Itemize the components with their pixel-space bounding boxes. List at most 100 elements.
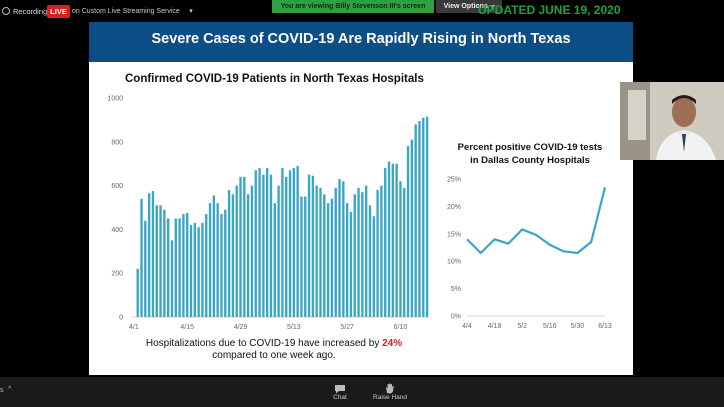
- bar: [250, 185, 254, 317]
- bar: [170, 240, 174, 317]
- toolbar-chevron-up-icon[interactable]: ^: [8, 386, 12, 393]
- bar: [186, 212, 189, 317]
- bar: [391, 163, 395, 317]
- bar-y-tick-label: 600: [111, 183, 123, 190]
- bar: [357, 187, 360, 317]
- bar: [361, 192, 364, 317]
- slide-header: [89, 22, 633, 62]
- bar: [201, 222, 204, 317]
- bar-y-tick-label: 800: [111, 139, 123, 146]
- line-y-tick-label: 25%: [447, 177, 461, 184]
- participant-video-thumbnail[interactable]: [620, 82, 724, 160]
- bar: [304, 196, 307, 317]
- slide-title: Severe Cases of COVID-19 Are Rapidly Ris…: [151, 31, 571, 47]
- bar: [353, 194, 356, 317]
- line-y-tick-label: 15%: [447, 231, 461, 238]
- bar: [144, 220, 147, 317]
- bar-y-tick-label: 0: [119, 315, 123, 322]
- bar: [410, 139, 414, 317]
- chat-label: Chat: [333, 393, 347, 401]
- updated-date-text: UPDATED JUNE 19, 2020: [478, 3, 621, 17]
- caption-highlight: 24%: [382, 338, 403, 349]
- bar: [182, 214, 185, 317]
- bar: [243, 176, 246, 317]
- view-options-chevron-down-icon: ▾: [490, 3, 495, 11]
- bar: [326, 203, 330, 317]
- bar-x-tick-label: 4/15: [180, 324, 194, 330]
- bar: [300, 196, 303, 317]
- bar: [235, 185, 238, 317]
- raise-hand-label: Raise Hand: [373, 394, 407, 401]
- line-x-tick-label: 5/30: [571, 323, 585, 330]
- line-x-tick-label: 4/4: [462, 323, 472, 330]
- percent-positive-series-line: [466, 186, 607, 255]
- bar: [311, 175, 315, 317]
- bar: [151, 191, 155, 317]
- shared-slide: Severe Cases of COVID-19 Are Rapidly Ris…: [89, 22, 633, 375]
- bar: [197, 227, 200, 317]
- chat-button[interactable]: Chat: [326, 377, 354, 407]
- bar: [315, 185, 318, 317]
- bar: [307, 174, 311, 317]
- bar: [140, 198, 143, 317]
- meeting-toolbar: Chat Raise Hand: [0, 377, 724, 407]
- slide-caption-line2: compared to one week ago.: [212, 350, 336, 361]
- bar: [342, 181, 345, 317]
- bar: [262, 174, 265, 317]
- hospital-patients-bar-chart: 0 200 400 600 800 1000 4/1 4/15 4/29 5/13 5/27 6/10: [107, 96, 429, 330]
- view-options-label: View Options: [443, 3, 488, 10]
- stream-service-label: on Custom Live Streaming Service: [72, 8, 180, 15]
- bar: [323, 194, 326, 317]
- bar: [136, 268, 139, 317]
- recording-label: Recording: [13, 6, 48, 16]
- bar: [349, 211, 353, 317]
- bar: [273, 203, 276, 317]
- bar: [364, 185, 368, 317]
- left-chart-title: Confirmed COVID-19 Patients in North Tex…: [125, 73, 424, 85]
- bar-x-tick-label: 6/10: [394, 324, 408, 330]
- bar: [292, 168, 296, 317]
- bar: [334, 187, 337, 317]
- bar: [269, 174, 273, 317]
- slide-caption-line1: Hospitalizations due to COVID-19 have in…: [129, 338, 419, 349]
- bar: [319, 187, 322, 317]
- toolbar-left-fragment[interactable]: s: [0, 387, 4, 394]
- bar: [422, 117, 425, 318]
- bar: [231, 194, 235, 317]
- bar: [220, 214, 223, 317]
- bar-x-tick-label: 4/29: [234, 324, 248, 330]
- bar: [208, 203, 212, 317]
- bar: [205, 214, 208, 317]
- bar-x-tick-label: 5/27: [340, 324, 354, 330]
- line-y-tick-label: 10%: [447, 259, 461, 266]
- bar-y-tick-label: 200: [111, 271, 123, 278]
- bar: [258, 168, 261, 317]
- right-chart-title-line2: in Dallas County Hospitals: [470, 155, 590, 166]
- stream-dropdown-chevron-down-icon[interactable]: ▾: [189, 8, 193, 15]
- bar: [239, 176, 242, 317]
- bar: [246, 194, 250, 317]
- bar-x-tick-label: 4/1: [129, 324, 139, 330]
- raise-hand-button[interactable]: Raise Hand: [368, 377, 412, 407]
- bar: [403, 187, 406, 317]
- live-badge[interactable]: LIVE: [47, 5, 70, 18]
- raise-hand-icon: [386, 383, 394, 394]
- percent-positive-line-chart: 0% 5% 10% 15% 20% 25% 4/4 4/18 5/2 5/16 5/30 6/13: [447, 177, 612, 331]
- line-y-tick-label: 0%: [451, 314, 461, 321]
- bar: [414, 124, 417, 317]
- bar: [418, 120, 421, 318]
- bar: [380, 185, 383, 317]
- bar: [265, 168, 269, 317]
- right-chart-title-line1: Percent positive COVID-19 tests: [457, 142, 603, 153]
- bar-y-tick-label: 1000: [107, 96, 123, 103]
- bar: [372, 216, 375, 317]
- bar: [178, 218, 181, 317]
- bar: [212, 195, 216, 317]
- bar: [384, 168, 387, 317]
- bar: [345, 203, 349, 317]
- view-options-button[interactable]: View Options ▾: [436, 0, 502, 13]
- bar: [254, 170, 257, 317]
- bar: [281, 168, 284, 317]
- bar: [147, 193, 151, 317]
- recording-indicator[interactable]: Recording: [0, 3, 47, 19]
